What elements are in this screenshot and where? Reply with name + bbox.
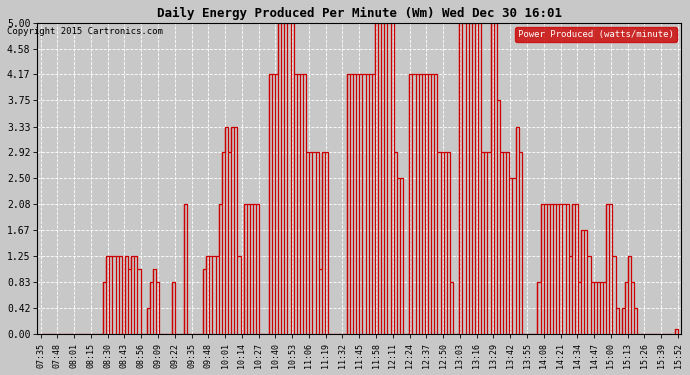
Legend: Power Produced (watts/minute): Power Produced (watts/minute) [515,27,677,42]
Title: Daily Energy Produced Per Minute (Wm) Wed Dec 30 16:01: Daily Energy Produced Per Minute (Wm) We… [157,7,562,20]
Text: Copyright 2015 Cartronics.com: Copyright 2015 Cartronics.com [7,27,163,36]
